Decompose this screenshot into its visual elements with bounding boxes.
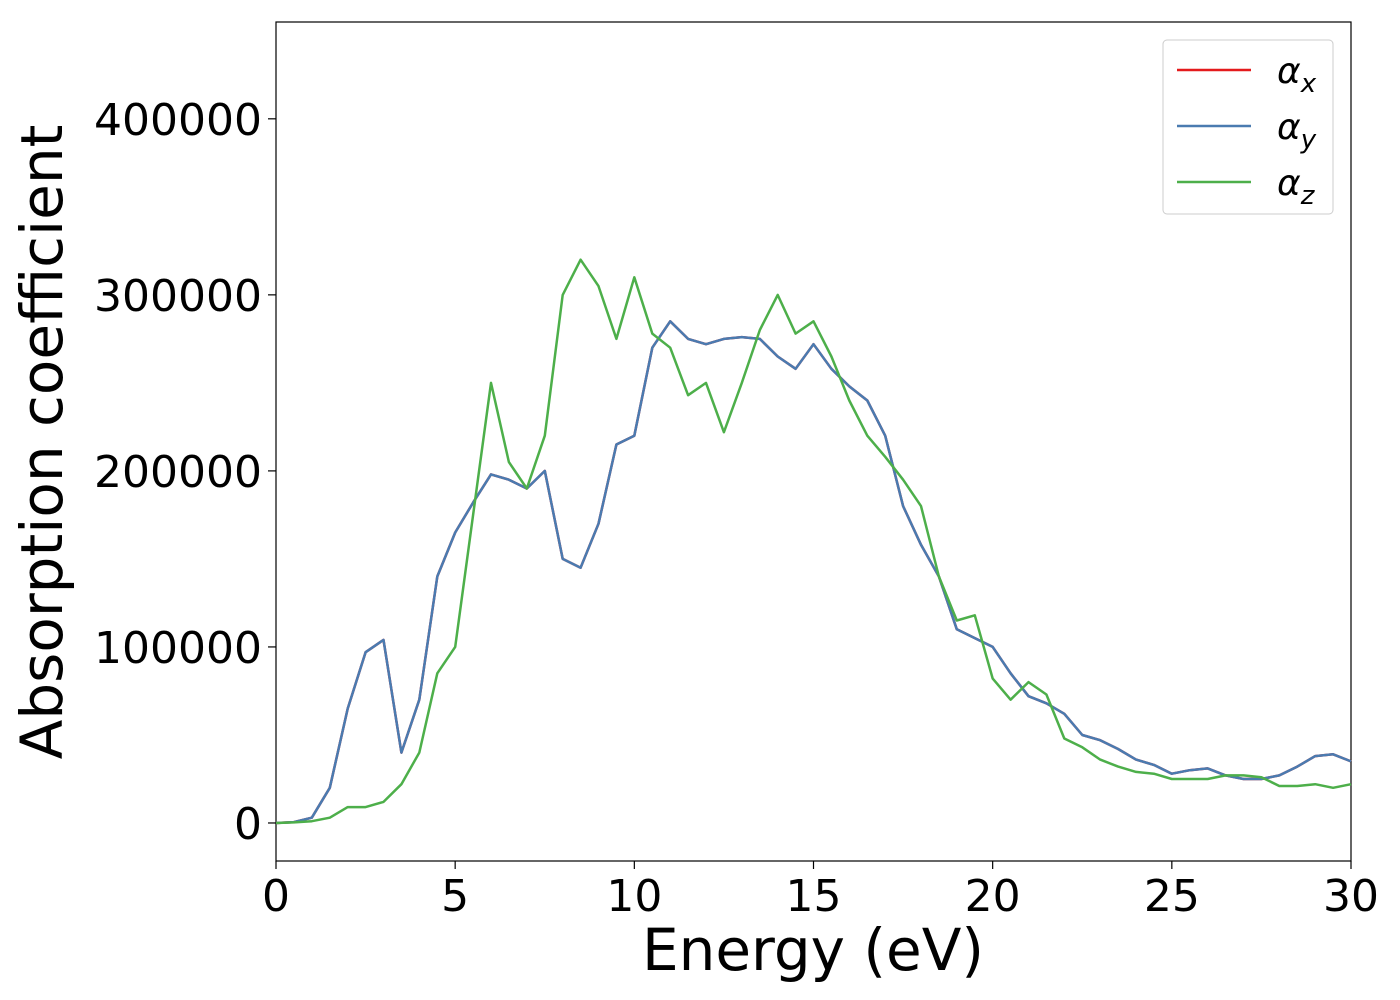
x-tick-label: 5 xyxy=(441,871,469,922)
y-tick-label: 0 xyxy=(234,799,262,850)
x-tick-label: 10 xyxy=(606,871,662,922)
y-tick-label: 200000 xyxy=(94,447,262,498)
y-tick-label: 400000 xyxy=(94,95,262,146)
x-tick-label: 15 xyxy=(786,871,842,922)
x-tick-label: 30 xyxy=(1323,871,1379,922)
x-tick-label: 0 xyxy=(262,871,290,922)
data-line xyxy=(275,258,1352,825)
y-axis-label: Absorption coefficient xyxy=(8,125,76,760)
legend-label: αx xyxy=(1277,51,1317,99)
x-tick-label: 25 xyxy=(1144,871,1200,922)
y-tick-label: 300000 xyxy=(94,271,262,322)
legend-label: αy xyxy=(1277,107,1317,155)
x-axis-label: Energy (eV) xyxy=(642,916,984,984)
data-line xyxy=(275,320,1352,825)
data-line xyxy=(275,320,1352,825)
legend-label: αz xyxy=(1277,163,1316,211)
y-tick-label: 100000 xyxy=(94,623,262,674)
x-tick-label: 20 xyxy=(965,871,1021,922)
